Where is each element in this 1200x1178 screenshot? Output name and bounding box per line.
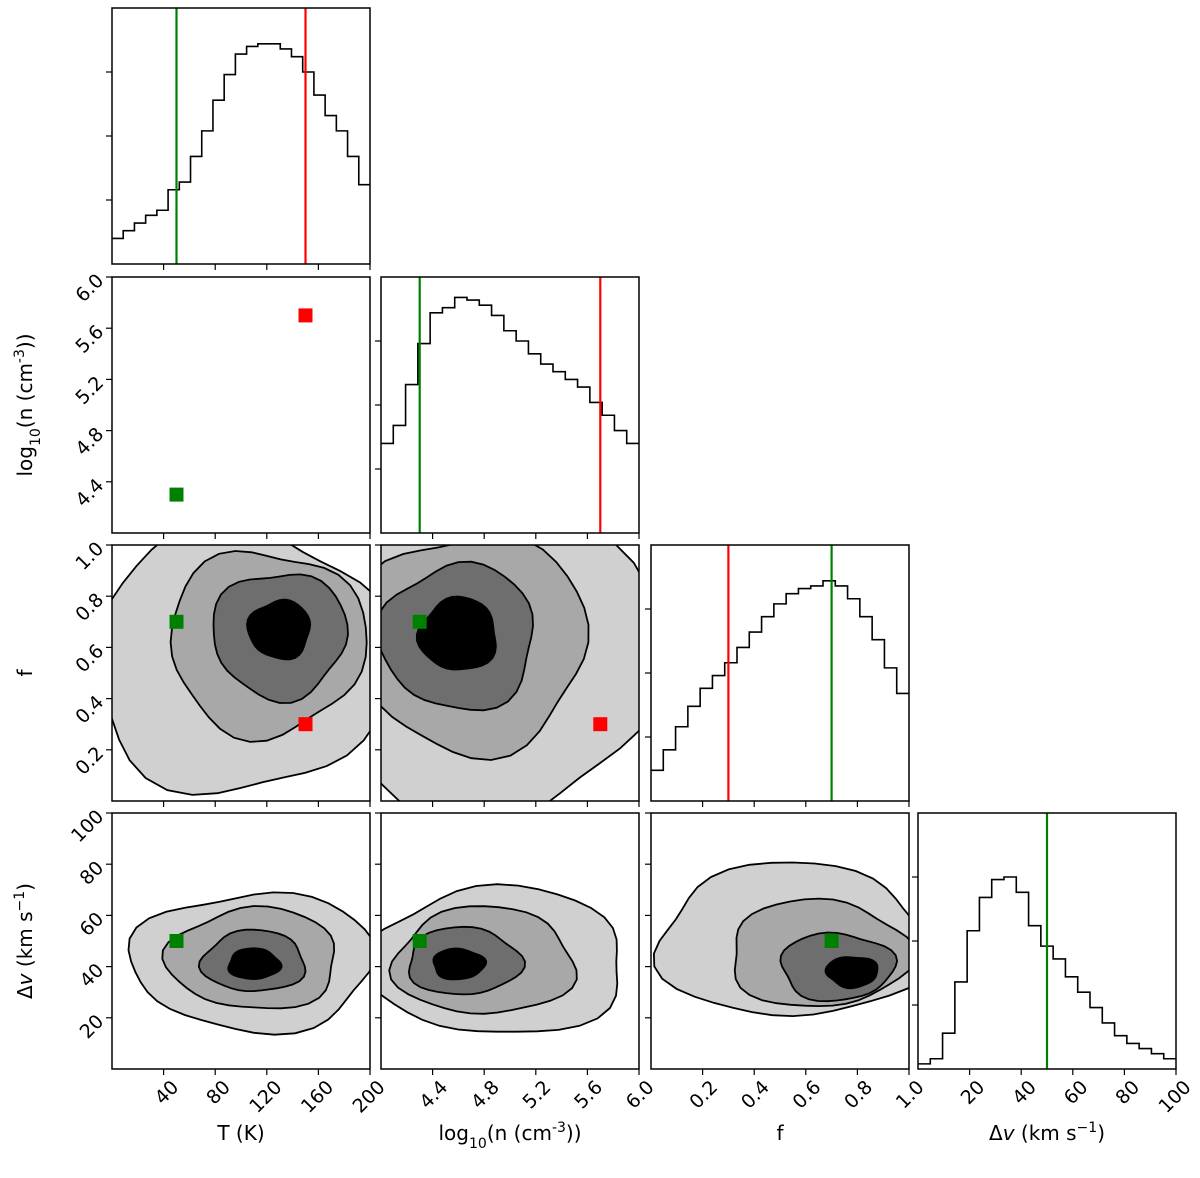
x-tick-label: 4.8 (467, 1076, 504, 1113)
x-tick-label: 200 (348, 1076, 389, 1117)
y-tick-label: 4.8 (71, 423, 108, 460)
panel-frame-f-dv (650, 812, 910, 1070)
hist-panel-logn (380, 276, 640, 534)
panel-frame-T-logn (111, 276, 371, 534)
hist-panel-f (650, 544, 910, 802)
y-tick-label: 60 (76, 908, 109, 941)
y-axis-label-dv: Δv (km s−1) (12, 883, 37, 999)
y-tick-label: 80 (76, 857, 109, 890)
y-tick-label: 20 (76, 1010, 109, 1043)
x-axis-label-logn: log10(n (cm-3)) (438, 1120, 581, 1152)
red-truth-marker (298, 308, 313, 323)
x-tick-label: 0.4 (737, 1076, 774, 1113)
x-tick-label: 0.2 (685, 1076, 722, 1113)
x-tick-label: 160 (297, 1076, 338, 1117)
x-tick-label: 4.4 (415, 1076, 452, 1113)
x-tick-label: 20 (957, 1076, 990, 1109)
red-truth-marker (298, 717, 313, 732)
x-tick-label: 80 (202, 1076, 235, 1109)
x-axis-label-T: T (K) (216, 1121, 264, 1145)
x-tick-label: 0.8 (840, 1076, 877, 1113)
green-truth-marker (824, 934, 839, 948)
panel-frame-logn-f (380, 544, 640, 802)
x-tick-label: 60 (1060, 1076, 1093, 1109)
contour-level-4 (824, 956, 879, 990)
panel-frame-logn-dv (380, 812, 640, 1070)
contour-panel-logn-dv (380, 812, 640, 1070)
x-tick-label: 40 (1008, 1076, 1041, 1109)
contour-panel-T-dv (111, 812, 371, 1070)
panel-frame-T-f (111, 544, 371, 802)
panel-frame-T-dv (111, 812, 371, 1070)
x-tick-label: 40 (151, 1076, 184, 1109)
x-tick-label: 5.6 (570, 1076, 607, 1113)
red-truth-marker (593, 717, 608, 732)
y-tick-label: 0.8 (71, 589, 108, 626)
panel-frame-T (111, 7, 371, 265)
contour-level-4 (432, 947, 488, 981)
green-truth-marker (169, 934, 184, 948)
y-tick-label: 0.4 (71, 691, 108, 728)
x-tick-label: 120 (245, 1076, 286, 1117)
x-tick-label: 1.0 (892, 1076, 929, 1113)
y-tick-label: 1.0 (71, 538, 108, 575)
y-axis-label-logn: log10(n (cm-3)) (12, 333, 44, 476)
x-tick-label: 80 (1111, 1076, 1144, 1109)
panel-frame-f (650, 544, 910, 802)
histogram-step-T (112, 43, 370, 240)
green-truth-marker (412, 934, 427, 948)
contour-level-4 (246, 598, 312, 661)
y-tick-label: 0.6 (71, 640, 108, 677)
x-axis-label-dv: Δv (km s−1) (989, 1120, 1105, 1145)
y-tick-label: 100 (67, 806, 108, 847)
contour-panel-T-logn (111, 276, 371, 534)
y-tick-label: 40 (76, 959, 109, 992)
hist-panel-T (111, 7, 371, 265)
histogram-step-logn (381, 296, 639, 445)
x-tick-label: 5.2 (519, 1076, 556, 1113)
y-axis-label-f: f (13, 669, 37, 677)
y-tick-label: 4.4 (71, 474, 108, 511)
contour-panel-logn-f (380, 544, 640, 802)
x-tick-label: 100 (1154, 1076, 1195, 1117)
x-tick-label: 6.0 (622, 1076, 659, 1113)
x-axis-label-f: f (776, 1121, 784, 1145)
x-tick-label: 0.6 (789, 1076, 826, 1113)
contour-level-4 (415, 595, 497, 671)
contour-panel-f-dv (650, 812, 910, 1070)
y-tick-label: 5.2 (71, 372, 108, 409)
green-truth-marker (169, 487, 184, 502)
contour-level-4 (227, 947, 283, 981)
y-tick-label: 6.0 (71, 270, 108, 307)
y-tick-label: 0.2 (71, 742, 108, 779)
y-tick-label: 5.6 (71, 321, 108, 358)
green-truth-marker (169, 614, 184, 629)
histogram-step-f (651, 580, 909, 772)
green-truth-marker (412, 614, 427, 629)
contour-panel-T-f (111, 544, 371, 802)
hist-panel-dv (917, 812, 1177, 1070)
